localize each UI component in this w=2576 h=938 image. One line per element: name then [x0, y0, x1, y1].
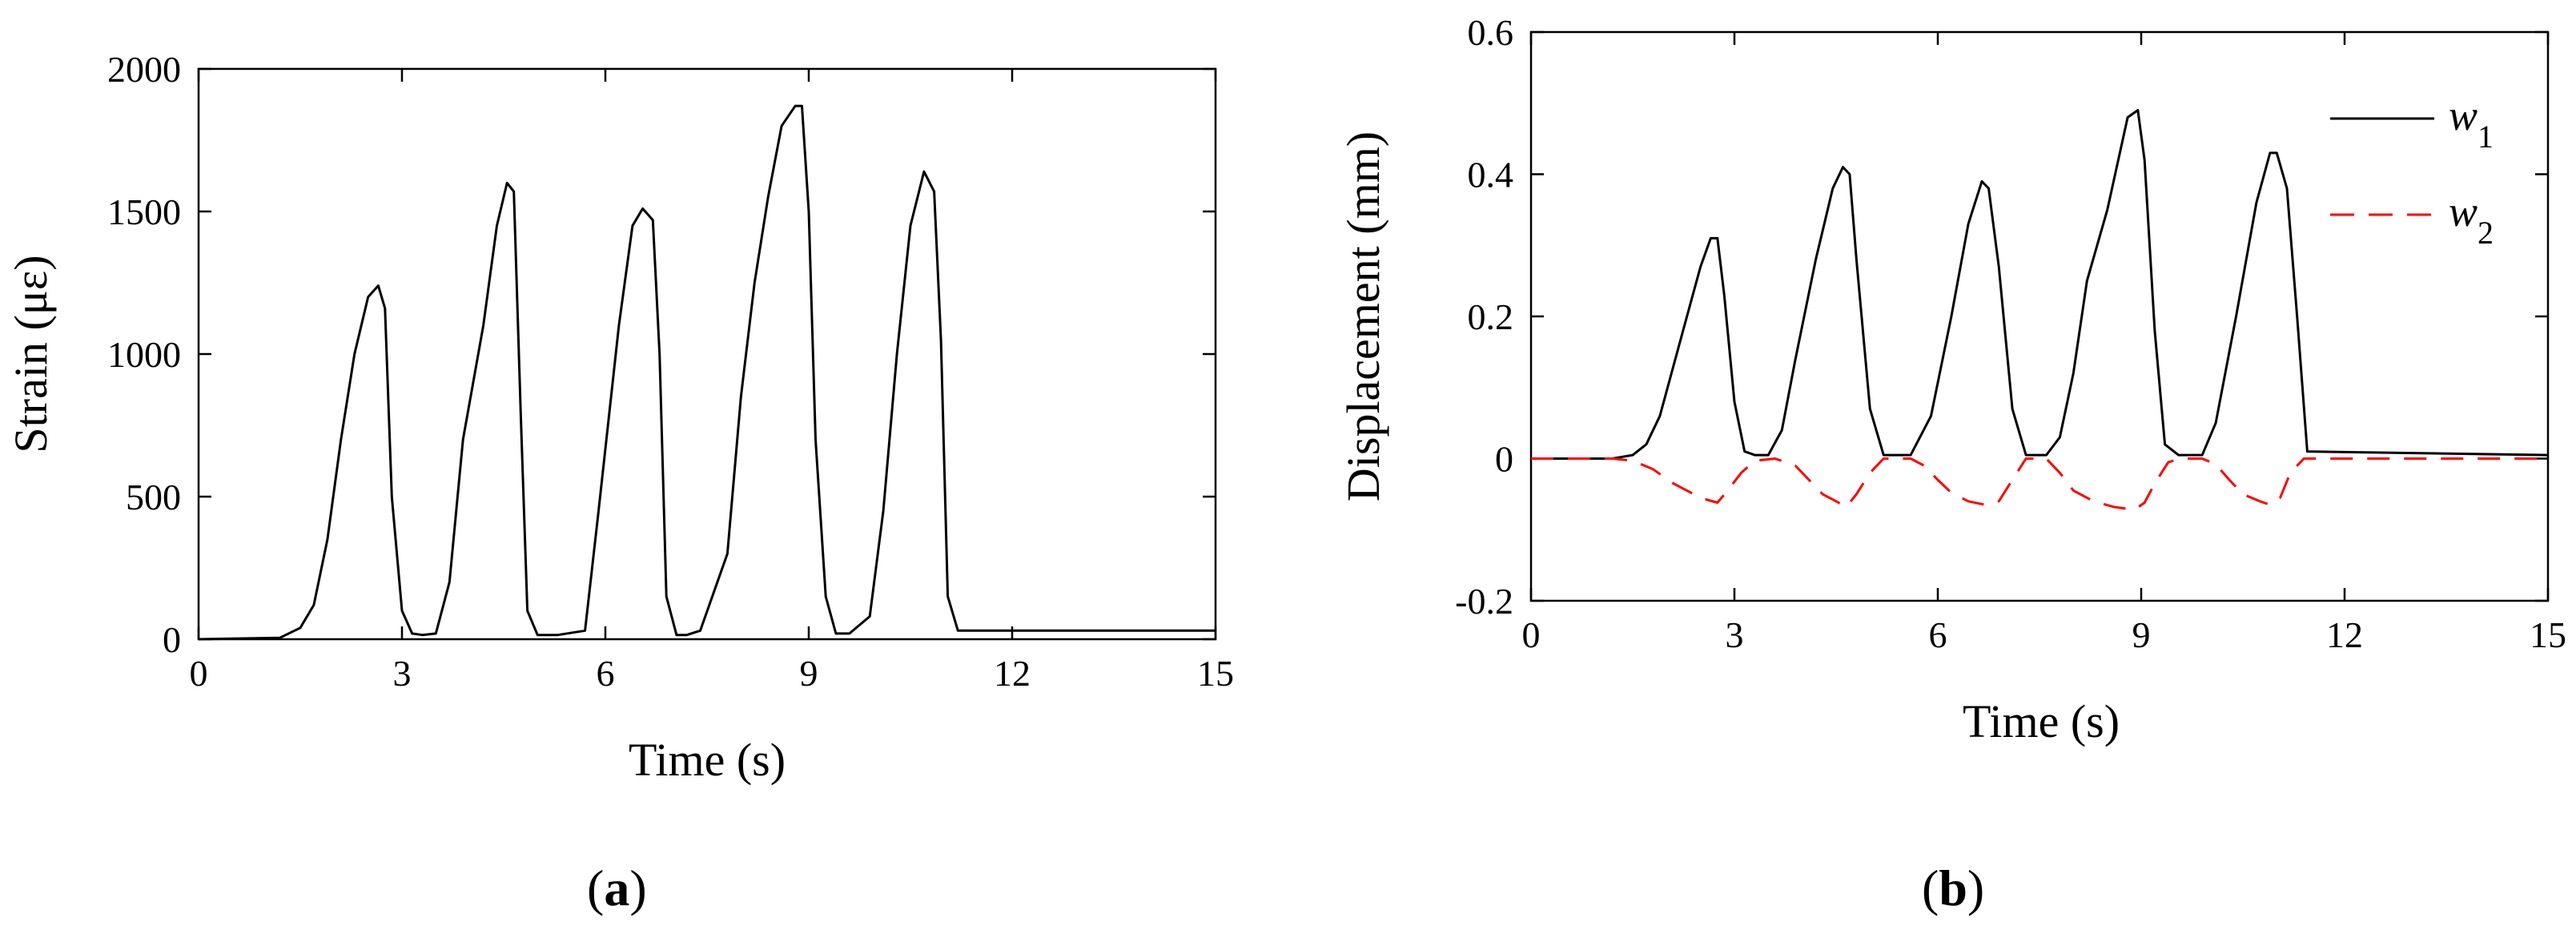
displacement-chart-y-tick-label: 0 — [1495, 439, 1513, 480]
legend: w1 w2 — [2330, 91, 2494, 251]
strain-chart-x-tick-label: 0 — [190, 653, 208, 694]
strain-chart-panel: 0 3 6 9 12 15 0 500 1000 1500 2000 Time (s) Strai… — [5, 49, 1234, 916]
displacement-chart-y-tick-label: 0.4 — [1468, 155, 1514, 195]
panel-label-b: (b) — [1922, 859, 1984, 916]
strain-chart-x-tick-label: 9 — [800, 653, 818, 694]
displacement-chart-y-tick-label: 0.2 — [1468, 296, 1514, 337]
displacement-chart-panel: 0 3 6 9 12 15 -0.200.20.40.6 Time (s) Displac… — [1337, 12, 2566, 916]
displacement-chart-y-ticks: -0.2 0 0.2 0.4 0.6 — [1455, 12, 2548, 622]
strain-chart-y-tick-label: 500 — [126, 477, 181, 517]
strain-chart-x-tick-label: 12 — [994, 653, 1031, 694]
displacement-chart-x-tick-label: 15 — [2530, 614, 2566, 655]
strain-chart-lines — [198, 104, 1216, 641]
strain-chart-y-tick-label: 1000 — [107, 334, 181, 375]
displacement-chart-x-tick-label: 3 — [1726, 614, 1744, 655]
displacement-chart-x-tick-label: 0 — [1522, 614, 1541, 655]
displacement-chart-x-tick-label: 9 — [2132, 614, 2151, 655]
displacement-chart-y-tick-label: 0.6 — [1468, 12, 1514, 53]
strain-chart-x-ticks: 0 3 6 9 12 15 — [190, 69, 1234, 694]
strain-chart-x-tick-label: 3 — [393, 653, 412, 694]
displacement-chart-y-axis-label: Displacement (mm) — [1337, 131, 1389, 501]
strain-chart-y-axis-label: Strain (με) — [5, 255, 57, 453]
displacement-chart-series-line-2 — [1531, 457, 2548, 511]
strain-chart-y-tick-label: 2000 — [107, 49, 181, 90]
displacement-chart-series-line-1 — [1531, 109, 2549, 460]
legend-label-w2: w2 — [2449, 187, 2494, 251]
displacement-chart-x-axis-label: Time (s) — [1963, 695, 2120, 747]
strain-chart-plot-area — [197, 67, 1217, 641]
strain-chart-y-tick-label: 1500 — [107, 191, 181, 232]
panel-label-a: (a) — [587, 859, 647, 916]
displacement-chart-lines — [1531, 109, 2549, 511]
strain-chart-series-line-1 — [198, 104, 1216, 641]
displacement-chart-x-tick-label: 6 — [1929, 614, 1947, 655]
legend-label-w1: w1 — [2449, 91, 2494, 155]
strain-chart-x-axis-label: Time (s) — [629, 734, 786, 786]
strain-chart-y-tick-label: 0 — [163, 619, 181, 660]
displacement-chart-y-tick-label: -0.2 — [1455, 581, 1513, 622]
strain-chart-y-ticks: 0 500 1000 1500 2000 — [107, 49, 1216, 660]
displacement-chart-x-ticks: 0 3 6 9 12 15 — [1522, 32, 2566, 655]
strain-chart-x-tick-label: 15 — [1197, 653, 1234, 694]
strain-chart-x-tick-label: 6 — [597, 653, 615, 694]
displacement-chart-x-tick-label: 12 — [2326, 614, 2363, 655]
